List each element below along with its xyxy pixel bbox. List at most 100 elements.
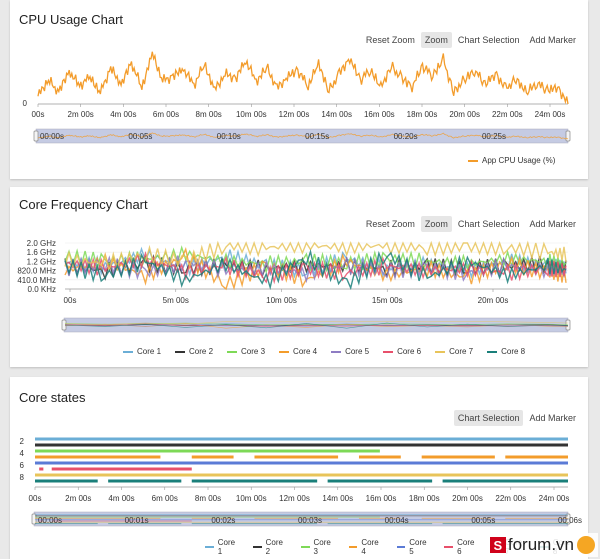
state-bar-core-4 — [358, 455, 401, 459]
navigator-state-bar — [35, 515, 568, 517]
navigator-series-line — [37, 132, 569, 140]
panel-title: Core Frequency Chart — [19, 197, 148, 212]
legend-item-core-8[interactable]: Core 8 — [487, 347, 525, 356]
legend-label: Core 6 — [397, 347, 422, 356]
navigator-state-bar — [108, 523, 182, 525]
series-line-core-8 — [64, 248, 567, 291]
state-bar-core-6 — [39, 467, 44, 471]
panel-title: CPU Usage Chart — [19, 12, 124, 27]
core-states-chart[interactable]: 2 4 6 8 00s 2m 00s 4m 00s 6m 00s 8m 00s 10m 00s 12… — [10, 377, 588, 559]
y-tick-label: 2 — [20, 437, 25, 446]
state-bar-core-1 — [35, 437, 568, 441]
chart-selection-button[interactable]: Chart Selection — [457, 219, 520, 229]
navigator-tick-label: 00:05s — [471, 516, 495, 525]
add-marker-button[interactable]: Add Marker — [529, 219, 576, 229]
navigator-state-bar — [191, 517, 234, 519]
legend-swatch — [331, 350, 342, 353]
x-tick-label: 00s — [32, 110, 45, 119]
x-tick-label: 10m 00s — [236, 110, 267, 119]
state-bar-core-5 — [35, 461, 568, 465]
navigator-tick-label: 00:15s — [305, 132, 329, 141]
series-line-core-7 — [64, 240, 567, 271]
state-bar-core-8 — [442, 479, 568, 483]
navigator-handle — [31, 513, 37, 525]
legend-item-core-1[interactable]: Core 1 — [123, 347, 161, 356]
legend-item-core-4[interactable]: Core 4 — [279, 347, 317, 356]
x-tick-label: 10m 00s — [266, 296, 297, 305]
core-frequency-panel: Core Frequency Chart Reset Zoom Zoom Cha… — [10, 187, 588, 367]
zoom-button[interactable]: Zoom — [420, 216, 452, 232]
legend-swatch — [487, 350, 498, 353]
legend-label: Core 1 — [217, 538, 236, 556]
reset-zoom-button[interactable]: Reset Zoom — [365, 219, 415, 229]
legend-swatch — [396, 546, 406, 548]
legend-item-core-1[interactable]: Core 1 — [205, 538, 239, 556]
x-tick-label: 18m 00s — [409, 494, 440, 503]
legend-swatch — [383, 350, 394, 353]
x-tick-label: 5m 00s — [163, 296, 189, 305]
legend-item-core-5[interactable]: Core 5 — [331, 347, 369, 356]
navigator-series-line — [64, 321, 569, 325]
x-tick-label: 20m 00s — [449, 110, 480, 119]
navigator-tick-label: 00:02s — [211, 516, 235, 525]
x-tick-label: 12m 00s — [279, 494, 310, 503]
x-tick-label: 22m 00s — [492, 110, 523, 119]
legend-label: Core 2 — [189, 347, 214, 356]
y-tick-label: 820.0 MHz — [17, 267, 56, 276]
chart-toolbar: Reset Zoom Zoom Chart Selection Add Mark… — [362, 32, 580, 48]
y-tick-label: 0.0 KHz — [28, 285, 56, 294]
x-tick-label: 24m 00s — [535, 110, 566, 119]
add-marker-button[interactable]: Add Marker — [529, 35, 576, 45]
cpu-legend: App CPU Usage (%) — [468, 156, 569, 165]
legend-item-core-4[interactable]: Core 4 — [348, 538, 383, 556]
legend-item-core-2[interactable]: Core 2 — [252, 538, 287, 556]
legend-label: Core 6 — [457, 538, 475, 556]
legend-item-core-6[interactable]: Core 6 — [444, 538, 478, 556]
legend-item-core-5[interactable]: Core 5 — [396, 538, 431, 556]
y-tick-label: 0 — [23, 99, 28, 108]
legend-item-core-7[interactable]: Core 7 — [435, 347, 473, 356]
legend-item-core-6[interactable]: Core 6 — [383, 347, 421, 356]
legend-item-core-2[interactable]: Core 2 — [175, 347, 213, 356]
legend-item-core-3[interactable]: Core 3 — [300, 538, 335, 556]
legend-swatch — [348, 546, 358, 548]
legend-swatch — [468, 159, 478, 162]
navigator-tick-label: 00:20s — [394, 132, 418, 141]
legend-swatch — [300, 546, 310, 548]
x-tick-label: 4m 00s — [108, 494, 134, 503]
x-tick-label: 6m 00s — [152, 494, 178, 503]
chart-selection-button[interactable]: Chart Selection — [453, 410, 524, 426]
navigator-state-bar — [35, 521, 568, 523]
navigator-state-bar — [254, 517, 339, 519]
y-tick-label: 6 — [20, 461, 25, 470]
legend-item-core-3[interactable]: Core 3 — [227, 347, 265, 356]
y-tick-label: 8 — [20, 473, 25, 482]
navigator-state-bar — [35, 514, 568, 515]
state-bar-core-4 — [35, 455, 161, 459]
add-marker-button[interactable]: Add Marker — [529, 413, 576, 423]
state-bar-core-3 — [35, 449, 380, 453]
state-bar-core-6 — [51, 467, 192, 471]
state-bar-core-8 — [327, 479, 433, 483]
legend-swatch — [252, 546, 262, 548]
x-tick-label: 6m 00s — [153, 110, 179, 119]
state-bar-core-8 — [108, 479, 182, 483]
watermark-text: forum.vn — [507, 535, 574, 554]
navigator-state-bar — [35, 517, 161, 519]
legend-label: Core 4 — [361, 538, 379, 556]
x-tick-label: 14m 00s — [321, 110, 352, 119]
navigator-tick-label: 00:03s — [298, 516, 322, 525]
legend-swatch — [444, 546, 454, 548]
chart-toolbar: Reset Zoom Zoom Chart Selection Add Mark… — [362, 216, 580, 232]
reset-zoom-button[interactable]: Reset Zoom — [365, 35, 415, 45]
x-tick-label: 4m 00s — [110, 110, 136, 119]
cpu-usage-chart[interactable]: 0 00s 2m 00s 4m 00s 6m 00s 8m 00s 10m 00s 12m 0… — [10, 0, 588, 179]
legend-swatch — [227, 350, 238, 353]
navigator-series-line — [64, 322, 569, 329]
legend-label: Core 5 — [409, 538, 427, 556]
zoom-button[interactable]: Zoom — [420, 32, 452, 48]
navigator-tick-label: 00:00s — [38, 516, 62, 525]
legend-item[interactable]: App CPU Usage (%) — [468, 156, 555, 165]
chart-selection-button[interactable]: Chart Selection — [457, 35, 520, 45]
